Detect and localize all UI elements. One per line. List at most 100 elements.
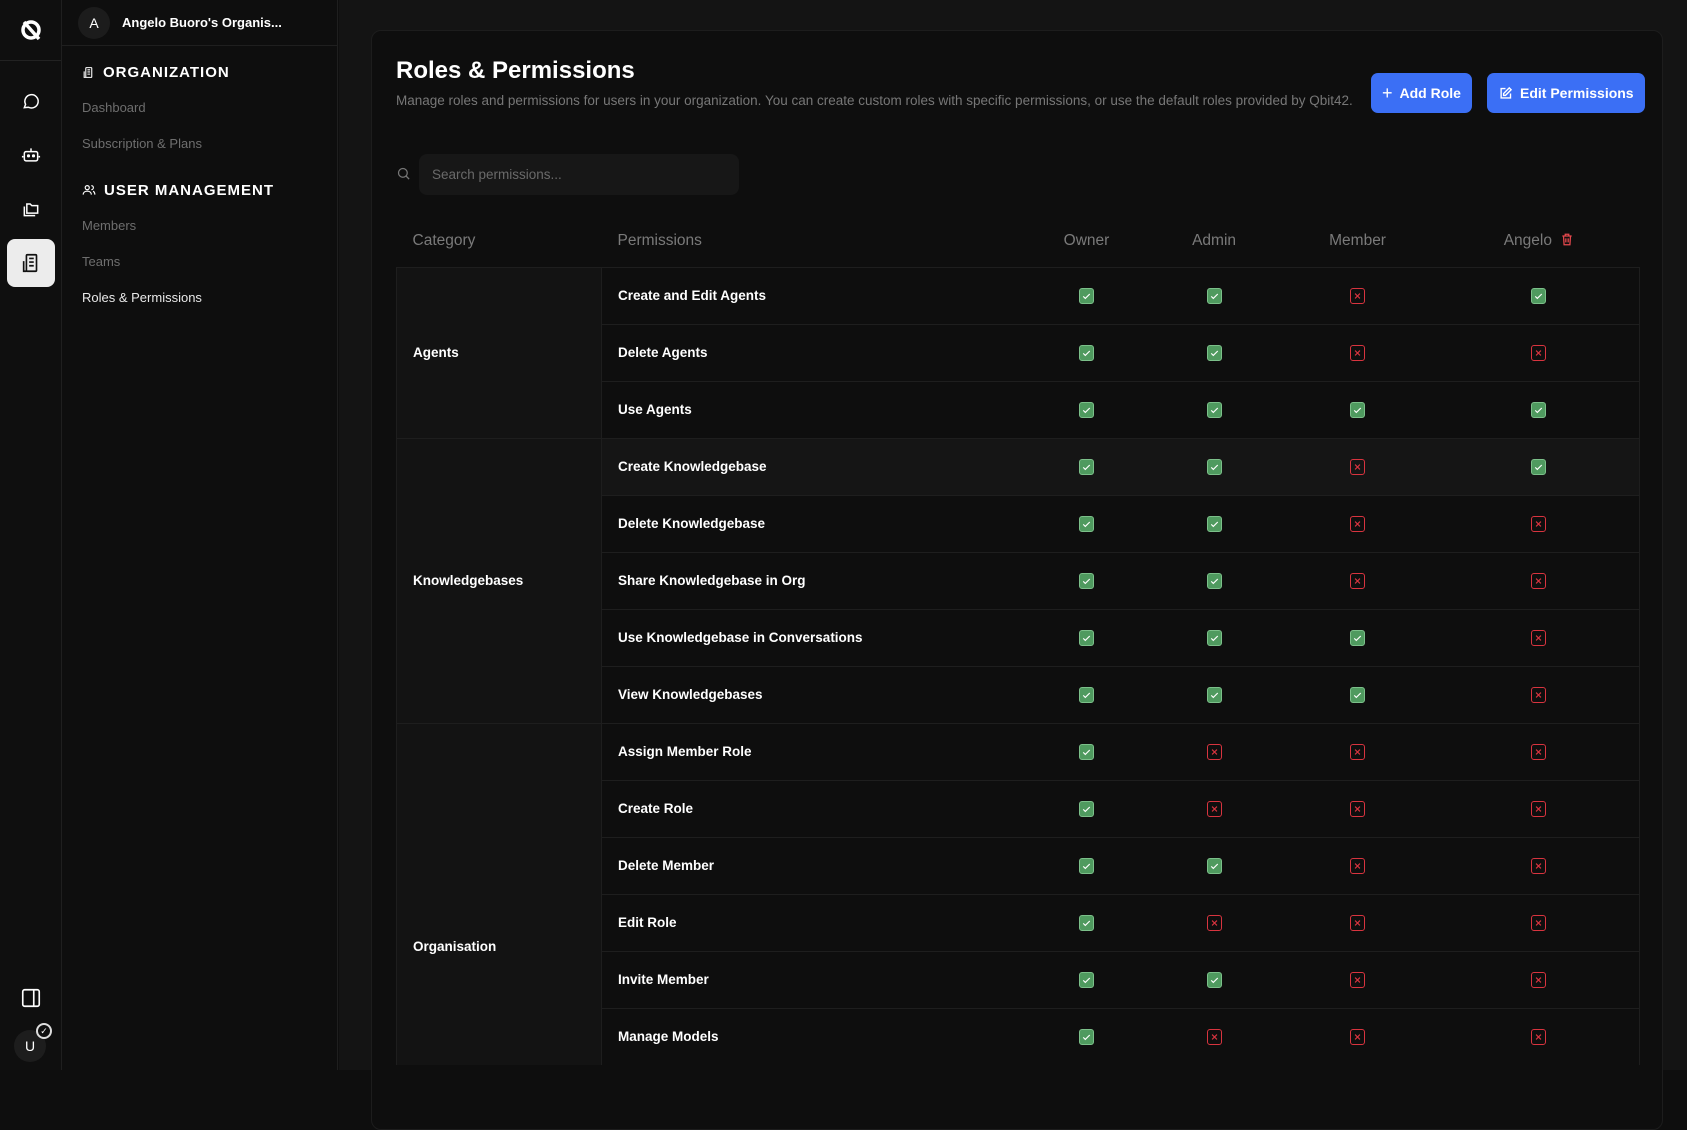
permission-value-cell (1439, 723, 1640, 780)
granted-check-icon (1350, 687, 1365, 703)
denied-x-icon (1531, 345, 1546, 361)
plus-icon: + (1382, 83, 1393, 104)
user-avatar[interactable]: U✓ (14, 1030, 46, 1062)
permission-value-cell (1277, 780, 1439, 837)
permission-value-cell (1152, 609, 1277, 666)
search-permissions-input[interactable] (419, 154, 739, 195)
permission-value-cell (1022, 894, 1152, 951)
permission-value-cell (1439, 666, 1640, 723)
page-title: Roles & Permissions (396, 57, 635, 85)
section-organization: ORGANIZATION (62, 61, 337, 83)
permission-name: Edit Role (602, 894, 1022, 951)
header-category: Category (397, 216, 602, 267)
building-icon (82, 66, 95, 79)
permission-value-cell (1022, 951, 1152, 1008)
permission-name: Use Knowledgebase in Conversations (602, 609, 1022, 666)
permission-value-cell (1439, 780, 1640, 837)
denied-x-icon (1531, 744, 1546, 760)
granted-check-icon (1079, 972, 1094, 988)
app-logo[interactable] (0, 0, 61, 61)
sidebar-item-dashboard[interactable]: Dashboard (62, 89, 337, 125)
denied-x-icon (1531, 858, 1546, 874)
granted-check-icon (1207, 858, 1222, 874)
sidebar-item-teams[interactable]: Teams (62, 243, 337, 279)
denied-x-icon (1207, 1029, 1222, 1045)
add-role-label: Add Role (1400, 85, 1461, 101)
permission-value-cell (1152, 381, 1277, 438)
granted-check-icon (1350, 630, 1365, 646)
permission-value-cell (1152, 780, 1277, 837)
permission-value-cell (1439, 1008, 1640, 1065)
sidebar-item-members[interactable]: Members (62, 207, 337, 243)
permission-value-cell (1439, 609, 1640, 666)
permission-value-cell (1277, 381, 1439, 438)
granted-check-icon (1079, 630, 1094, 646)
denied-x-icon (1350, 459, 1365, 475)
permission-value-cell (1152, 324, 1277, 381)
permission-value-cell (1277, 951, 1439, 1008)
header-role-admin: Admin (1152, 216, 1277, 267)
permission-value-cell (1152, 495, 1277, 552)
denied-x-icon (1531, 801, 1546, 817)
header-role-member: Member (1277, 216, 1439, 267)
permission-value-cell (1439, 267, 1640, 324)
section-title: ORGANIZATION (103, 64, 230, 81)
denied-x-icon (1207, 744, 1222, 760)
header-role-angelo: Angelo (1439, 216, 1640, 267)
files-nav-button[interactable] (7, 185, 55, 233)
permission-value-cell (1022, 1008, 1152, 1065)
granted-check-icon (1207, 687, 1222, 703)
chat-nav-button[interactable] (7, 77, 55, 125)
granted-check-icon (1531, 288, 1546, 304)
granted-check-icon (1079, 915, 1094, 931)
edit-permissions-button[interactable]: Edit Permissions (1487, 73, 1645, 113)
delete-role-trash-icon[interactable] (1560, 232, 1574, 247)
section-user-management: USER MANAGEMENT (62, 179, 337, 201)
granted-check-icon (1079, 402, 1094, 418)
permission-name: Create Knowledgebase (602, 438, 1022, 495)
permission-value-cell (1439, 894, 1640, 951)
denied-x-icon (1350, 972, 1365, 988)
denied-x-icon (1350, 744, 1365, 760)
permission-value-cell (1277, 837, 1439, 894)
logo-icon (19, 18, 43, 42)
building-icon (20, 252, 42, 274)
role-name: Owner (1064, 232, 1110, 249)
agents-nav-button[interactable] (7, 131, 55, 179)
denied-x-icon (1350, 573, 1365, 589)
granted-check-icon (1207, 630, 1222, 646)
granted-check-icon (1079, 801, 1094, 817)
sidebar-item-subscription[interactable]: Subscription & Plans (62, 125, 337, 161)
permission-value-cell (1152, 552, 1277, 609)
granted-check-icon (1207, 516, 1222, 532)
sidebar-item-roles-permissions[interactable]: Roles & Permissions (62, 279, 337, 315)
permission-value-cell (1022, 495, 1152, 552)
permission-value-cell (1277, 438, 1439, 495)
toggle-sidebar-button[interactable] (7, 974, 55, 1022)
org-name: Angelo Buoro's Organis... (122, 15, 282, 30)
permission-name: Delete Member (602, 837, 1022, 894)
permission-value-cell (1152, 1008, 1277, 1065)
folders-icon (21, 199, 41, 219)
category-cell: Knowledgebases (397, 438, 602, 723)
permission-value-cell (1022, 609, 1152, 666)
denied-x-icon (1531, 915, 1546, 931)
permission-value-cell (1022, 837, 1152, 894)
permission-name: Delete Agents (602, 324, 1022, 381)
permission-value-cell (1439, 837, 1640, 894)
denied-x-icon (1531, 687, 1546, 703)
granted-check-icon (1207, 573, 1222, 589)
organization-nav-button[interactable] (7, 239, 55, 287)
granted-check-icon (1079, 573, 1094, 589)
permission-name: Use Agents (602, 381, 1022, 438)
org-switcher[interactable]: A Angelo Buoro's Organis... (62, 0, 337, 46)
permission-value-cell (1022, 438, 1152, 495)
add-role-button[interactable]: + Add Role (1371, 73, 1472, 113)
denied-x-icon (1350, 516, 1365, 532)
denied-x-icon (1531, 516, 1546, 532)
header-permissions: Permissions (602, 216, 1022, 267)
permission-value-cell (1277, 723, 1439, 780)
denied-x-icon (1207, 801, 1222, 817)
